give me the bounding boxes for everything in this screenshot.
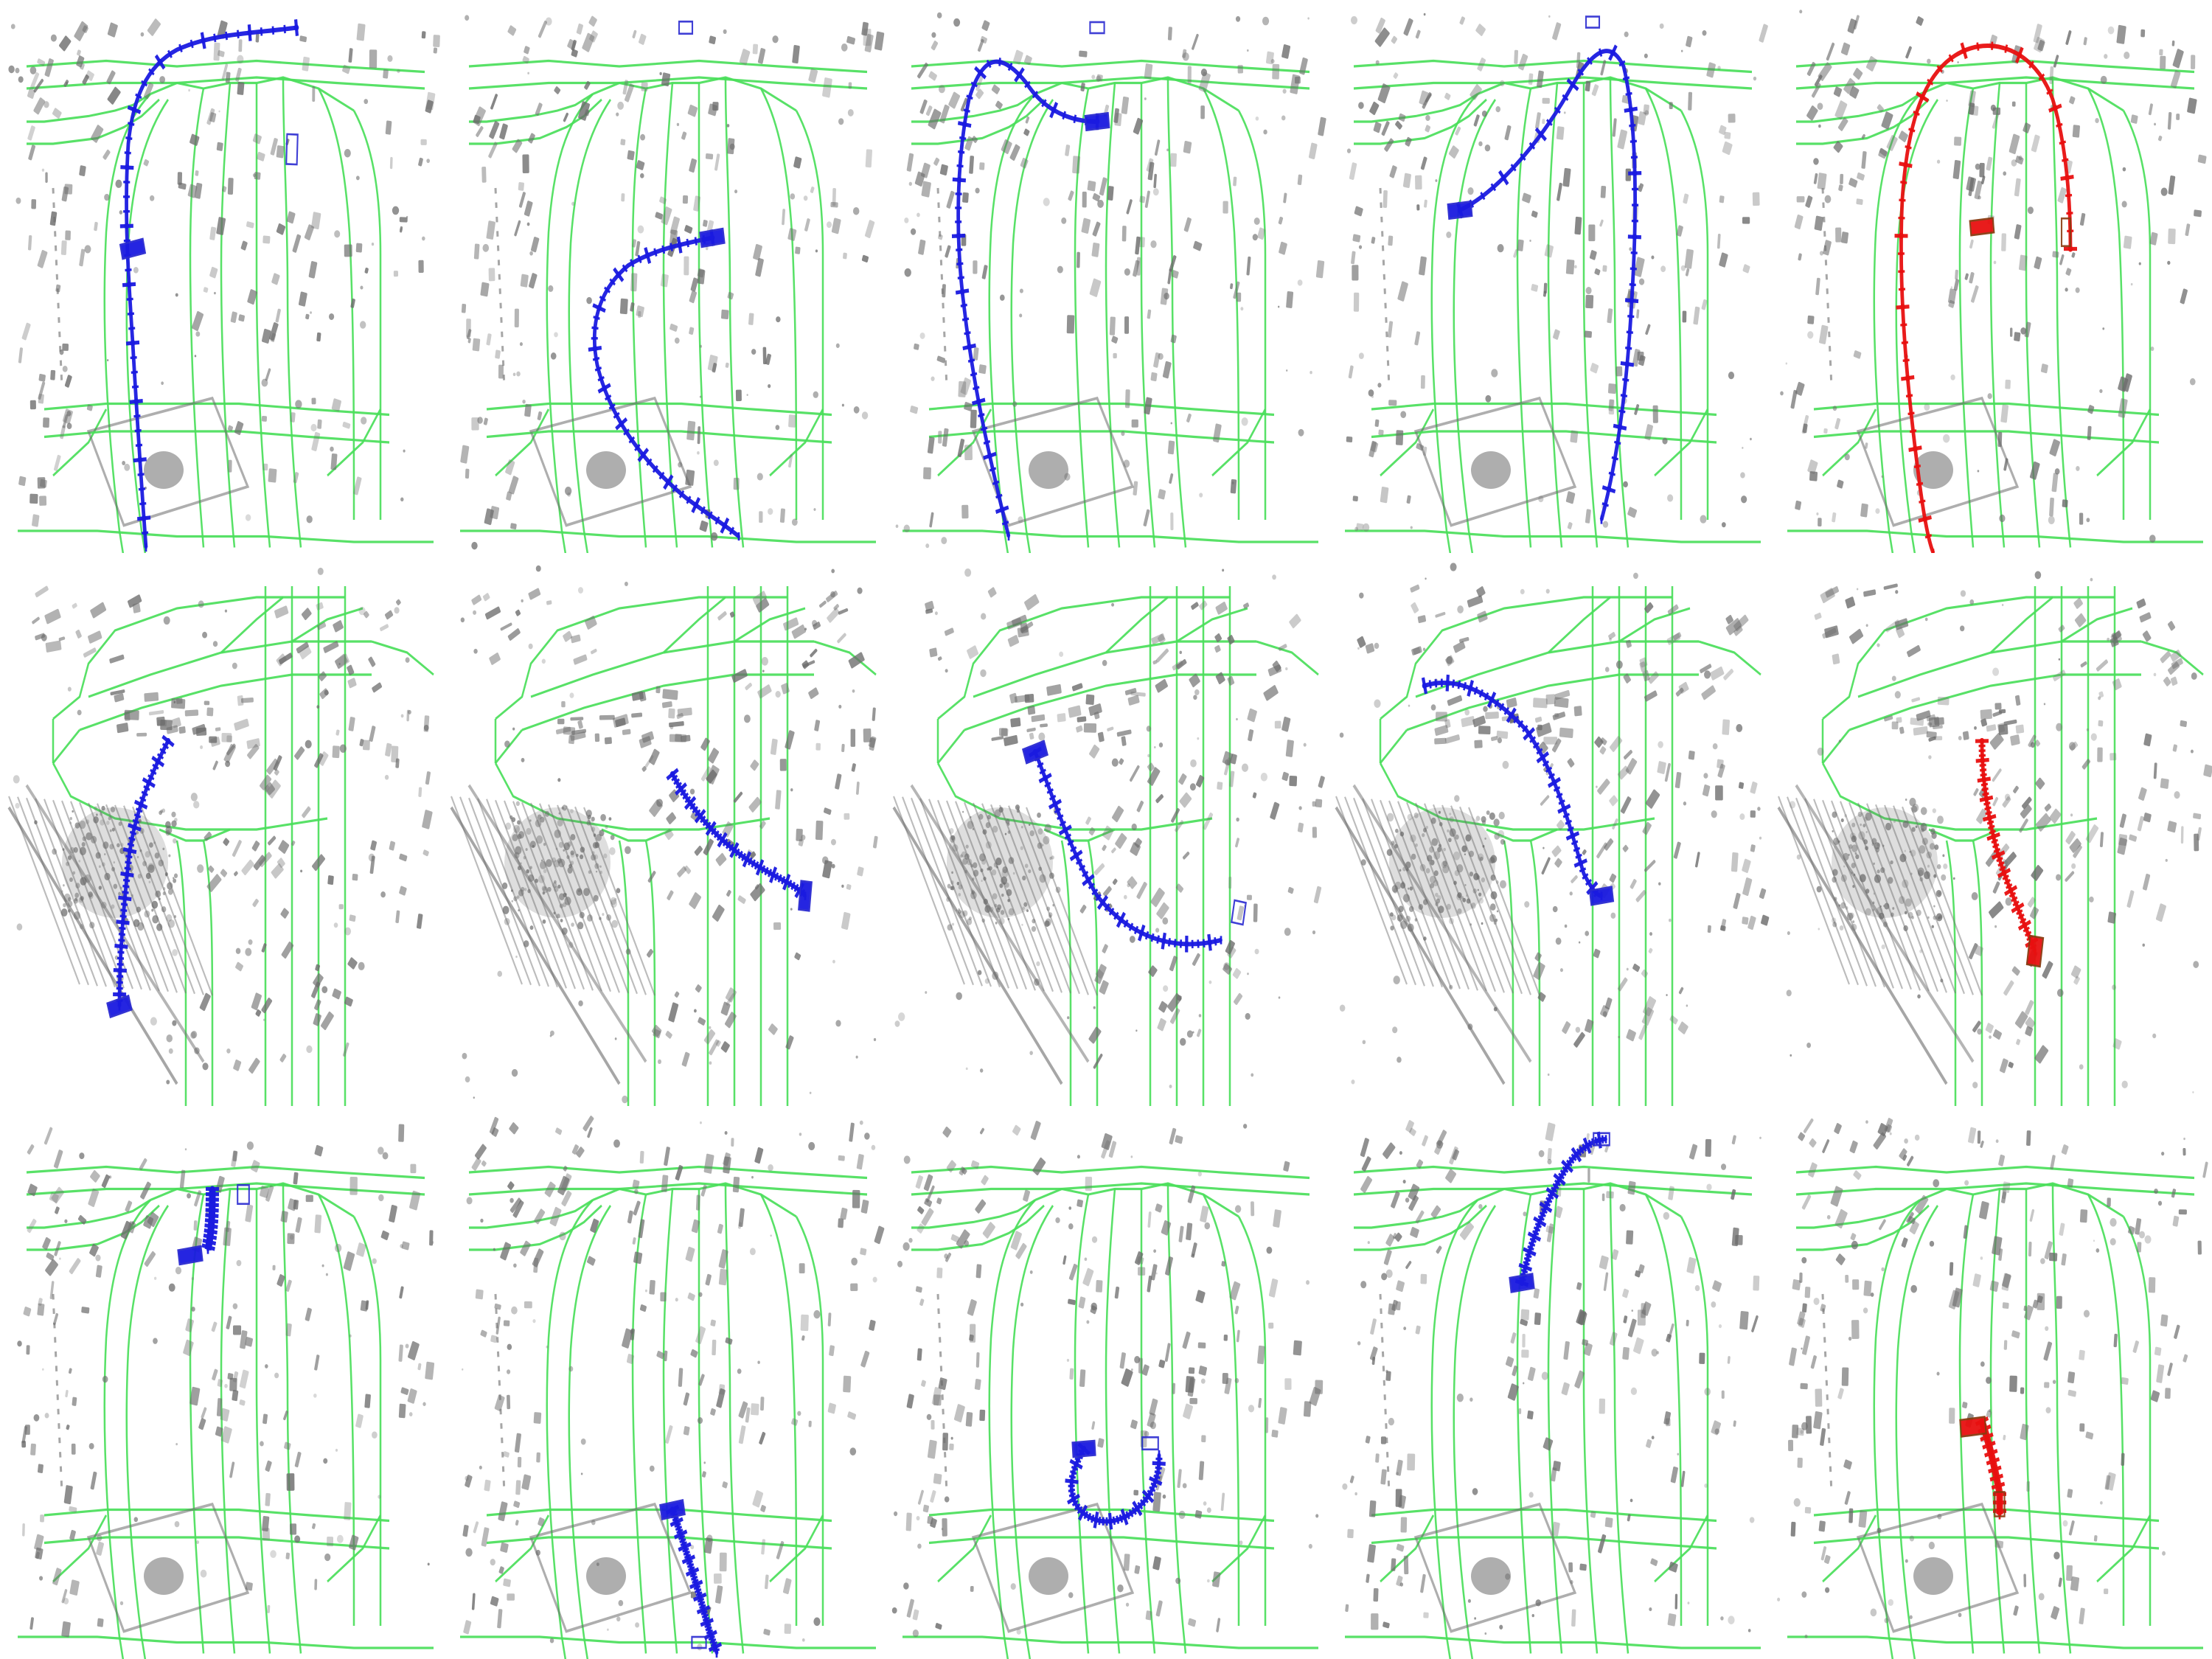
- trajectory-panel-r1c1: [0, 0, 442, 553]
- trajectory-panel-r3c5: [1770, 1106, 2212, 1659]
- map-canvas: [1327, 0, 1770, 553]
- panel-svg: [1342, 1120, 1761, 1659]
- trajectory-panel-r2c1: [0, 553, 442, 1106]
- map-canvas: [1770, 0, 2212, 553]
- panel-svg: [1345, 13, 1768, 553]
- panel-svg: [895, 12, 1326, 553]
- panel-svg: [1777, 1118, 2208, 1659]
- trajectory-ticks: [1065, 1442, 1166, 1530]
- map-canvas: [442, 1106, 885, 1659]
- map-layer: [1342, 1120, 1761, 1659]
- agent-boxes: [1447, 15, 1601, 220]
- trajectory-panel-r1c3: [885, 0, 1327, 553]
- trajectory-ticks: [666, 768, 807, 900]
- trajectory-panel-r2c2: [442, 553, 885, 1106]
- map-layer: [1335, 563, 1770, 1106]
- map-layer: [460, 15, 885, 553]
- trajectory-layer: [125, 25, 297, 548]
- agent-boxes: [2025, 934, 2045, 968]
- map-canvas: [885, 0, 1327, 553]
- map-canvas: [442, 553, 885, 1106]
- map-layer: [450, 565, 878, 1106]
- map-layer: [891, 1121, 1324, 1659]
- trajectory-ticks: [588, 229, 740, 541]
- agent-boxes: [106, 994, 133, 1019]
- map-layer: [1780, 10, 2207, 553]
- trajectory-ticks: [1894, 41, 2077, 553]
- map-layer: [1777, 571, 2212, 1106]
- agent-boxes: [798, 880, 813, 912]
- panel-svg: [460, 1116, 885, 1659]
- trajectory-layer: [1459, 49, 1637, 521]
- agent-boxes: [1959, 1416, 2006, 1517]
- map-layer: [1777, 1118, 2208, 1659]
- map-canvas: [885, 1106, 1327, 1659]
- map-canvas: [1327, 553, 1770, 1106]
- map-canvas: [1770, 553, 2212, 1106]
- map-canvas: [0, 1106, 442, 1659]
- trajectory-ticks: [201, 1186, 220, 1254]
- panel-svg: [1777, 571, 2212, 1106]
- panel-svg: [892, 568, 1325, 1106]
- agent-boxes: [1022, 740, 1247, 926]
- map-layer: [1345, 13, 1768, 553]
- map-layer: [892, 568, 1325, 1106]
- agent-boxes: [1509, 1132, 1610, 1293]
- map-layer: [895, 12, 1326, 553]
- agent-boxes: [678, 20, 726, 248]
- agent-boxes: [177, 1183, 250, 1266]
- trajectory-panel-r2c4: [1327, 553, 1770, 1106]
- agent-boxes: [119, 133, 299, 260]
- trajectory-panel-r2c3: [885, 553, 1327, 1106]
- agent-boxes: [1084, 21, 1110, 132]
- map-canvas: [442, 0, 885, 553]
- map-canvas: [1327, 1106, 1770, 1659]
- map-layer: [8, 18, 440, 553]
- panel-svg: [1335, 563, 1770, 1106]
- agent-boxes: [1588, 886, 1615, 906]
- map-canvas: [0, 0, 442, 553]
- trajectory-panel-r3c4: [1327, 1106, 1770, 1659]
- trajectory-panel-r3c1: [0, 1106, 442, 1659]
- map-canvas: [1770, 1106, 2212, 1659]
- trajectory-panel-r1c5: [1770, 0, 2212, 553]
- trajectory-panel-r3c2: [442, 1106, 885, 1659]
- trajectory-panel-r1c4: [1327, 0, 1770, 553]
- map-layer: [7, 567, 434, 1106]
- panel-svg: [7, 567, 434, 1106]
- map-canvas: [0, 553, 442, 1106]
- trajectory-panel-r2c5: [1770, 553, 2212, 1106]
- trajectory-panel-r3c3: [885, 1106, 1327, 1659]
- map-layer: [460, 1116, 885, 1659]
- panel-svg: [1780, 10, 2207, 553]
- trajectory-ticks: [1975, 1416, 2006, 1520]
- map-layer: [17, 1124, 435, 1659]
- agent-boxes: [1071, 1436, 1159, 1458]
- panel-svg: [891, 1121, 1324, 1659]
- trajectory-ticks: [113, 734, 175, 1011]
- panel-svg: [17, 1124, 435, 1659]
- trajectory-ticks: [1029, 746, 1222, 953]
- panel-svg: [450, 565, 878, 1106]
- agent-boxes: [1969, 217, 2072, 248]
- panel-svg: [460, 15, 885, 553]
- panel-svg: [8, 18, 440, 553]
- agent-boxes: [659, 1498, 707, 1649]
- trajectory-panel-r1c2: [442, 0, 885, 553]
- trajectory-ticks: [1975, 737, 2039, 956]
- map-canvas: [885, 553, 1327, 1106]
